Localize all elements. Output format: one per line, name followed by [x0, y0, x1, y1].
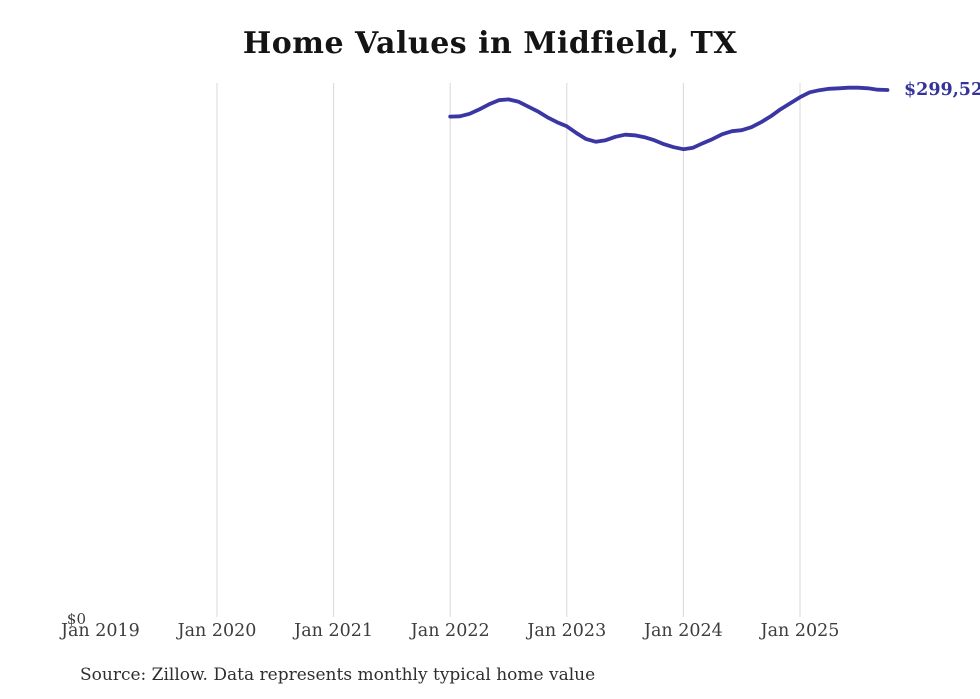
- latest-value-label: $299,520: [904, 80, 980, 100]
- source-note: Source: Zillow. Data represents monthly …: [80, 665, 596, 685]
- home-value-line: [448, 85, 890, 152]
- chart-title: Home Values in Midfield, TX: [242, 26, 738, 61]
- x-tick-label: Jan 2025: [760, 621, 840, 641]
- x-tick-label: Jan 2019: [60, 621, 140, 641]
- x-tick-label: Jan 2023: [527, 621, 607, 641]
- y-axis-zero-label: $0: [66, 610, 86, 628]
- x-tick-label: Jan 2021: [294, 621, 374, 641]
- x-tick-label: Jan 2024: [643, 621, 723, 641]
- x-tick-label: Jan 2020: [177, 621, 257, 641]
- x-tick-label: Jan 2022: [410, 621, 490, 641]
